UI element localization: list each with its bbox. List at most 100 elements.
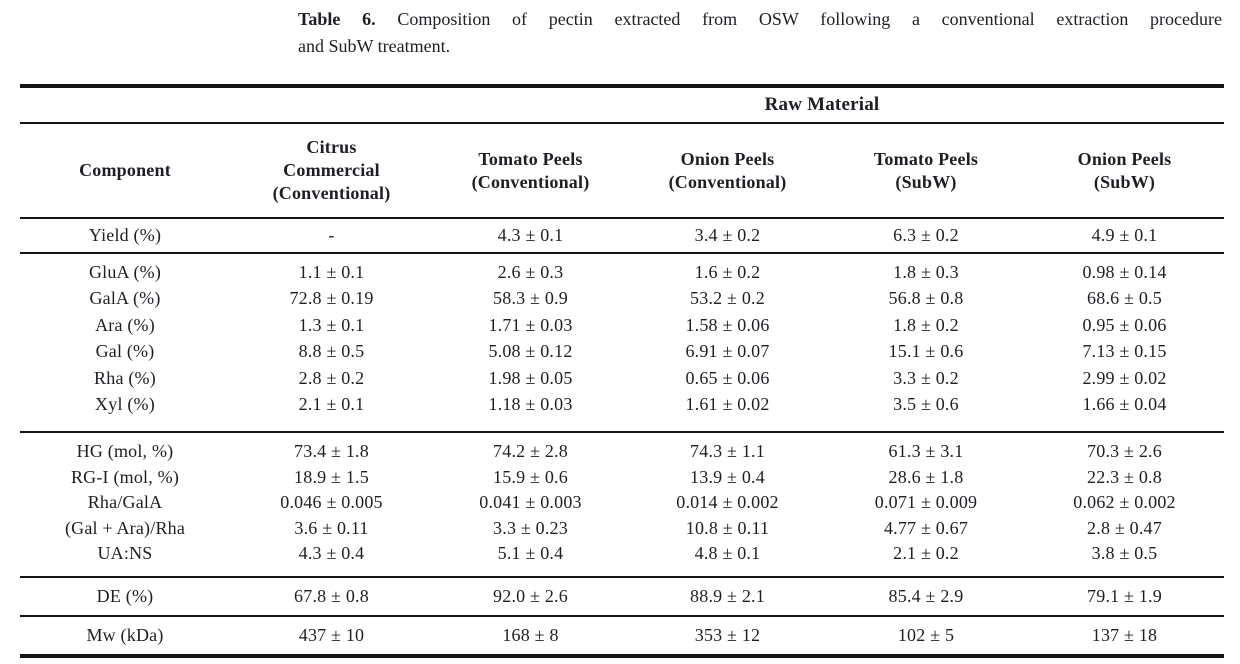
- cell-value: 0.071 ± 0.009: [874, 492, 978, 513]
- cell-value: 7.13 ± 0.15: [1082, 341, 1167, 362]
- cell-value: 2.8 ± 0.47: [1087, 517, 1162, 538]
- cell-value: 1.98 ± 0.05: [488, 367, 573, 388]
- cell-value: 56.8 ± 0.8: [888, 288, 964, 309]
- cell-value: 2.6 ± 0.3: [433, 252, 628, 286]
- row-label: Ara (%): [95, 314, 155, 335]
- cell-value: 1.3 ± 0.1: [298, 314, 365, 335]
- cell-value: 4.9 ± 0.1: [1025, 217, 1224, 253]
- cell-value: 3.4 ± 0.2: [628, 217, 827, 253]
- cell-value: 53.2 ± 0.2: [690, 288, 765, 309]
- table-row-gal: Gal (%) 8.8 ± 0.5 5.08 ± 0.12 6.91 ± 0.0…: [20, 339, 1224, 366]
- cell-value: 68.6 ± 0.5: [1087, 288, 1162, 309]
- cell-value: 1.71 ± 0.03: [488, 314, 573, 335]
- cell-value: 70.3 ± 2.6: [1025, 431, 1224, 465]
- cell-value: 18.9 ± 1.5: [294, 466, 369, 487]
- column-header-tomato-peels-subw: Tomato Peels (SubW): [827, 122, 1025, 218]
- caption-line-1: Table 6. Composition of pectin extracted…: [298, 6, 1222, 33]
- column-header-line: (Conventional): [272, 183, 391, 203]
- row-label: Gal (%): [95, 341, 155, 362]
- cell-value: 1.66 ± 0.04: [1082, 394, 1167, 415]
- composition-table: Raw Material Component Citrus Commercial…: [20, 84, 1224, 658]
- cell-value: 4.3 ± 0.4: [298, 543, 365, 564]
- column-header-line: Onion Peels: [1077, 148, 1172, 169]
- caption-line-2: and SubW treatment.: [298, 36, 451, 56]
- cell-value: 1.61 ± 0.02: [685, 394, 770, 415]
- cell-value: 3.6 ± 0.11: [294, 517, 369, 538]
- table-row-gala: GalA (%) 72.8 ± 0.19 58.3 ± 0.9 53.2 ± 0…: [20, 286, 1224, 313]
- row-label: GalA (%): [89, 288, 161, 309]
- row-label: Xyl (%): [95, 394, 155, 415]
- cell-value: 1.8 ± 0.2: [893, 314, 959, 335]
- cell-value: 1.6 ± 0.2: [628, 252, 827, 286]
- cell-value: 1.18 ± 0.03: [488, 394, 573, 415]
- column-header-line: Citrus: [306, 137, 357, 157]
- column-header-line: Commercial: [283, 160, 380, 180]
- row-label: Yield (%): [20, 217, 230, 253]
- caption-label: Table 6.: [298, 9, 376, 29]
- table-row-mw: Mw (kDa) 437 ± 10 168 ± 8 353 ± 12 102 ±…: [20, 614, 1224, 658]
- span-header-raw-material: Raw Material: [20, 84, 1224, 123]
- cell-value: 6.3 ± 0.2: [827, 217, 1025, 253]
- table-row-xyl: Xyl (%) 2.1 ± 0.1 1.18 ± 0.03 1.61 ± 0.0…: [20, 392, 1224, 433]
- cell-value: 1.1 ± 0.1: [230, 252, 433, 286]
- cell-value: 2.8 ± 0.2: [298, 367, 365, 388]
- cell-value: 73.4 ± 1.8: [230, 431, 433, 465]
- cell-value: 3.8 ± 0.5: [1091, 543, 1158, 564]
- caption-text: Composition of pectin extracted from OSW…: [397, 9, 1223, 29]
- column-header-row: Component Citrus Commercial (Conventiona…: [20, 122, 1224, 218]
- cell-value: 0.014 ± 0.002: [676, 492, 779, 513]
- column-header-line: (Conventional): [471, 171, 590, 192]
- table-row-rgi: RG-I (mol, %) 18.9 ± 1.5 15.9 ± 0.6 13.9…: [20, 465, 1224, 491]
- row-label: (Gal + Ara)/Rha: [64, 517, 186, 538]
- column-header-line: (Conventional): [668, 171, 787, 192]
- cell-value: 102 ± 5: [827, 614, 1025, 658]
- span-header-row: Raw Material: [20, 84, 1224, 123]
- column-header-component: Component: [20, 122, 230, 218]
- row-label: Rha (%): [94, 367, 156, 388]
- row-label: HG (mol, %): [20, 431, 230, 465]
- cell-value: 0.65 ± 0.06: [685, 367, 770, 388]
- cell-value: 22.3 ± 0.8: [1087, 466, 1162, 487]
- column-header-onion-peels-conventional: Onion Peels (Conventional): [628, 122, 827, 218]
- cell-value: 4.3 ± 0.1: [433, 217, 628, 253]
- column-header-citrus-commercial-conventional: Citrus Commercial (Conventional): [230, 122, 433, 218]
- table-row-ara: Ara (%) 1.3 ± 0.1 1.71 ± 0.03 1.58 ± 0.0…: [20, 312, 1224, 339]
- cell-value: 5.08 ± 0.12: [488, 341, 573, 362]
- cell-value: 74.3 ± 1.1: [628, 431, 827, 465]
- cell-value: 85.4 ± 2.9: [827, 575, 1025, 616]
- cell-value: 74.2 ± 2.8: [433, 431, 628, 465]
- table-caption: Table 6. Composition of pectin extracted…: [298, 6, 1222, 60]
- cell-value: 137 ± 18: [1025, 614, 1224, 658]
- cell-value: 92.0 ± 2.6: [433, 575, 628, 616]
- cell-value: 2.1 ± 0.2: [893, 543, 959, 564]
- cell-value: 1.8 ± 0.3: [827, 252, 1025, 286]
- cell-value: -: [230, 217, 433, 253]
- cell-value: 437 ± 10: [230, 614, 433, 658]
- column-header-line: (SubW): [1093, 171, 1156, 192]
- cell-value: 28.6 ± 1.8: [888, 466, 964, 487]
- cell-value: 0.046 ± 0.005: [280, 492, 383, 513]
- cell-value: 168 ± 8: [433, 614, 628, 658]
- cell-value: 2.1 ± 0.1: [298, 394, 365, 415]
- cell-value: 4.8 ± 0.1: [694, 543, 761, 564]
- row-label: Rha/GalA: [87, 492, 163, 513]
- cell-value: 61.3 ± 3.1: [827, 431, 1025, 465]
- cell-value: 3.5 ± 0.6: [893, 394, 959, 415]
- cell-value: 2.99 ± 0.02: [1082, 367, 1167, 388]
- cell-value: 4.77 ± 0.67: [883, 517, 969, 538]
- cell-value: 72.8 ± 0.19: [289, 288, 374, 309]
- column-header-line: (SubW): [895, 171, 957, 192]
- column-header-line: Onion Peels: [680, 148, 775, 169]
- table-row-ua-ns: UA:NS 4.3 ± 0.4 5.1 ± 0.4 4.8 ± 0.1 2.1 …: [20, 541, 1224, 577]
- column-header-onion-peels-subw: Onion Peels (SubW): [1025, 122, 1224, 218]
- table-row-de: DE (%) 67.8 ± 0.8 92.0 ± 2.6 88.9 ± 2.1 …: [20, 575, 1224, 616]
- cell-value: 5.1 ± 0.4: [497, 543, 564, 564]
- column-header-tomato-peels-conventional: Tomato Peels (Conventional): [433, 122, 628, 218]
- table-row-yield: Yield (%) - 4.3 ± 0.1 3.4 ± 0.2 6.3 ± 0.…: [20, 217, 1224, 253]
- row-label: RG-I (mol, %): [70, 466, 180, 487]
- table-row-gal-ara-rha: (Gal + Ara)/Rha 3.6 ± 0.11 3.3 ± 0.23 10…: [20, 516, 1224, 542]
- table-row-hg: HG (mol, %) 73.4 ± 1.8 74.2 ± 2.8 74.3 ±…: [20, 431, 1224, 465]
- cell-value: 3.3 ± 0.23: [493, 517, 568, 538]
- cell-value: 0.95 ± 0.06: [1082, 314, 1167, 335]
